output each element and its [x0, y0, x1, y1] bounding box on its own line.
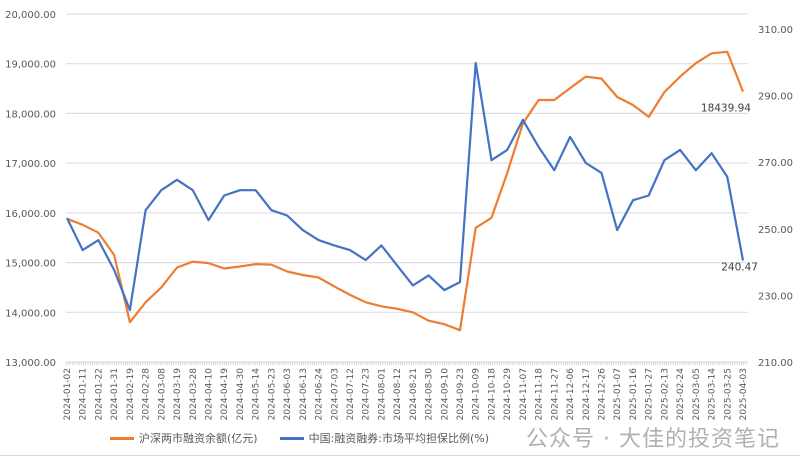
- y-left-tick-label: 20,000.00: [5, 10, 56, 21]
- legend-swatch: [110, 436, 134, 440]
- y-left-tick-label: 19,000.00: [5, 60, 56, 71]
- legend-item-collateral-ratio: 中国:融资融券:市场平均担保比例(%): [279, 430, 490, 446]
- y-left-tick-label: 16,000.00: [5, 209, 56, 220]
- watermark: 公众号 · 大佳的投资笔记: [526, 427, 780, 452]
- legend-item-margin-balance: 沪深两市融资余额(亿元): [110, 430, 258, 446]
- x-tick-label: 2024-11-18: [535, 368, 545, 421]
- x-tick-label: 2024-07-03: [330, 368, 340, 420]
- x-tick-label: 2024-08-30: [425, 368, 435, 421]
- x-tick-label: 2024-05-14: [252, 368, 262, 421]
- x-tick-label: 2025-02-24: [676, 368, 686, 421]
- x-tick-label: 2024-09-23: [456, 368, 466, 420]
- y-right-tick-label: 210.00: [758, 358, 793, 369]
- x-tick-label: 2024-01-31: [110, 368, 120, 420]
- x-tick-label: 2024-08-01: [377, 368, 387, 420]
- x-tick-label: 2024-08-12: [393, 368, 403, 420]
- x-tick-label: 2024-01-11: [79, 368, 89, 420]
- x-tick-label: 2025-01-27: [645, 368, 655, 420]
- x-tick-label: 2024-05-23: [267, 368, 277, 420]
- x-tick-label: 2025-01-16: [629, 368, 639, 421]
- series-line-collateral-ratio: [66, 61, 745, 312]
- x-tick-label: 2024-12-26: [598, 368, 608, 421]
- x-tick-label: 2024-11-07: [519, 368, 529, 420]
- y-right-tick-label: 290.00: [758, 92, 793, 103]
- x-tick-label: 2025-02-13: [660, 368, 670, 420]
- divider: [0, 455, 800, 456]
- x-tick-label: 2025-03-25: [723, 368, 733, 420]
- series-line-margin-balance: [66, 50, 745, 332]
- x-tick-label: 2024-04-19: [220, 368, 230, 421]
- legend-swatch: [279, 436, 304, 440]
- data-label-collateral-ratio: 240.47: [721, 262, 758, 274]
- x-tick-label: 2024-12-17: [582, 368, 592, 420]
- y-left-tick-label: 13,000.00: [5, 358, 56, 369]
- x-tick-label: 2025-03-05: [692, 368, 702, 420]
- x-tick-label: 2024-02-28: [142, 368, 152, 421]
- y-left-tick-label: 15,000.00: [5, 259, 56, 270]
- y-left-tick-label: 17,000.00: [5, 159, 56, 170]
- x-tick-label: 2024-10-09: [472, 368, 482, 421]
- legend: 沪深两市融资余额(亿元) 中国:融资融券:市场平均担保比例(%): [0, 430, 800, 446]
- x-tick-label: 2024-09-10: [440, 368, 450, 421]
- y-right-tick-label: 230.00: [758, 291, 793, 302]
- y-right-tick-label: 310.00: [758, 25, 793, 36]
- x-tick-label: 2024-03-28: [189, 368, 199, 421]
- x-tick-label: 2024-11-27: [550, 368, 560, 420]
- x-tick-label: 2024-07-23: [362, 368, 372, 420]
- x-tick-label: 2024-03-08: [157, 368, 167, 421]
- y-left-tick-label: 14,000.00: [5, 308, 56, 319]
- x-tick-label: 2024-03-19: [173, 368, 183, 421]
- legend-label: 沪深两市融资余额(亿元): [139, 432, 258, 445]
- y-right-tick-label: 250.00: [758, 225, 793, 236]
- x-tick-label: 2024-08-21: [409, 368, 419, 420]
- x-tick-label: 2024-02-19: [126, 368, 136, 421]
- x-tick-label: 2025-03-14: [708, 368, 718, 421]
- data-label-margin-balance: 18439.94: [701, 103, 751, 115]
- x-tick-label: 2025-04-03: [739, 368, 749, 420]
- x-tick-label: 2024-01-02: [63, 368, 73, 420]
- x-tick-label: 2024-04-10: [204, 368, 214, 421]
- x-tick-label: 2024-01-22: [94, 368, 104, 420]
- x-tick-label: 2024-06-03: [283, 368, 293, 420]
- x-tick-label: 2024-12-06: [566, 368, 576, 421]
- y-right-tick-label: 270.00: [758, 158, 793, 169]
- x-tick-label: 2024-10-29: [503, 368, 513, 421]
- x-tick-label: 2024-06-13: [299, 368, 309, 420]
- x-tick-label: 2024-04-30: [236, 368, 246, 421]
- x-tick-label: 2024-07-12: [346, 368, 356, 420]
- chart: 13,000.00 14,000.00 15,000.00 16,000.00 17,0…: [5, 10, 793, 421]
- legend-label: 中国:融资融券:市场平均担保比例(%): [308, 432, 490, 445]
- x-tick-label: 2024-10-18: [487, 368, 497, 421]
- y-left-tick-label: 18,000.00: [5, 109, 56, 120]
- x-tick-label: 2025-01-07: [613, 368, 623, 420]
- x-tick-label: 2024-06-24: [315, 368, 325, 421]
